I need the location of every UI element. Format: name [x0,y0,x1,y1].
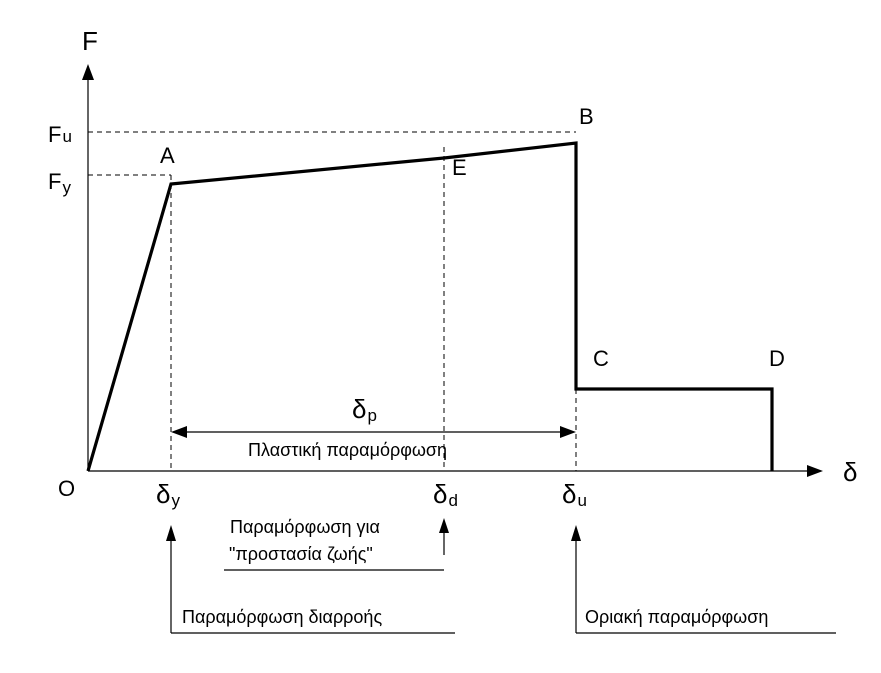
ultimate-deformation-text: Οριακή παραμόρφωση [585,607,768,627]
origin-label: O [58,476,75,501]
du-label: δu [562,479,587,510]
point-b-label: B [579,104,594,129]
y-axis-arrowhead [82,64,94,80]
yield-arrowhead [166,525,176,541]
point-e-label: E [452,155,467,180]
plastic-arrowhead-left [171,426,187,438]
life-safety-text-line1: Παραμόρφωση για [230,517,380,537]
ultimate-arrowhead [571,525,581,541]
plastic-arrowhead-right [560,426,576,438]
plastic-deformation-label: Πλαστική παραμόρφωση [248,440,447,460]
point-c-label: C [593,346,609,371]
life-safety-text-line2: "προστασία ζωής" [229,544,373,564]
x-axis-arrowhead [807,465,823,477]
point-d-label: D [769,346,785,371]
yield-deformation-text: Παραμόρφωση διαρροής [182,607,382,627]
x-axis-label: δ [843,457,857,487]
fy-label: Fy [48,169,71,197]
dy-label: δy [156,479,180,510]
y-axis-label: F [82,26,98,56]
fu-label: Fu [48,122,72,147]
force-deformation-curve [86,141,774,472]
life-safety-arrowhead [439,518,449,533]
point-a-label: A [160,143,175,168]
dd-label: δd [433,479,458,510]
dp-label: δp [352,394,377,425]
